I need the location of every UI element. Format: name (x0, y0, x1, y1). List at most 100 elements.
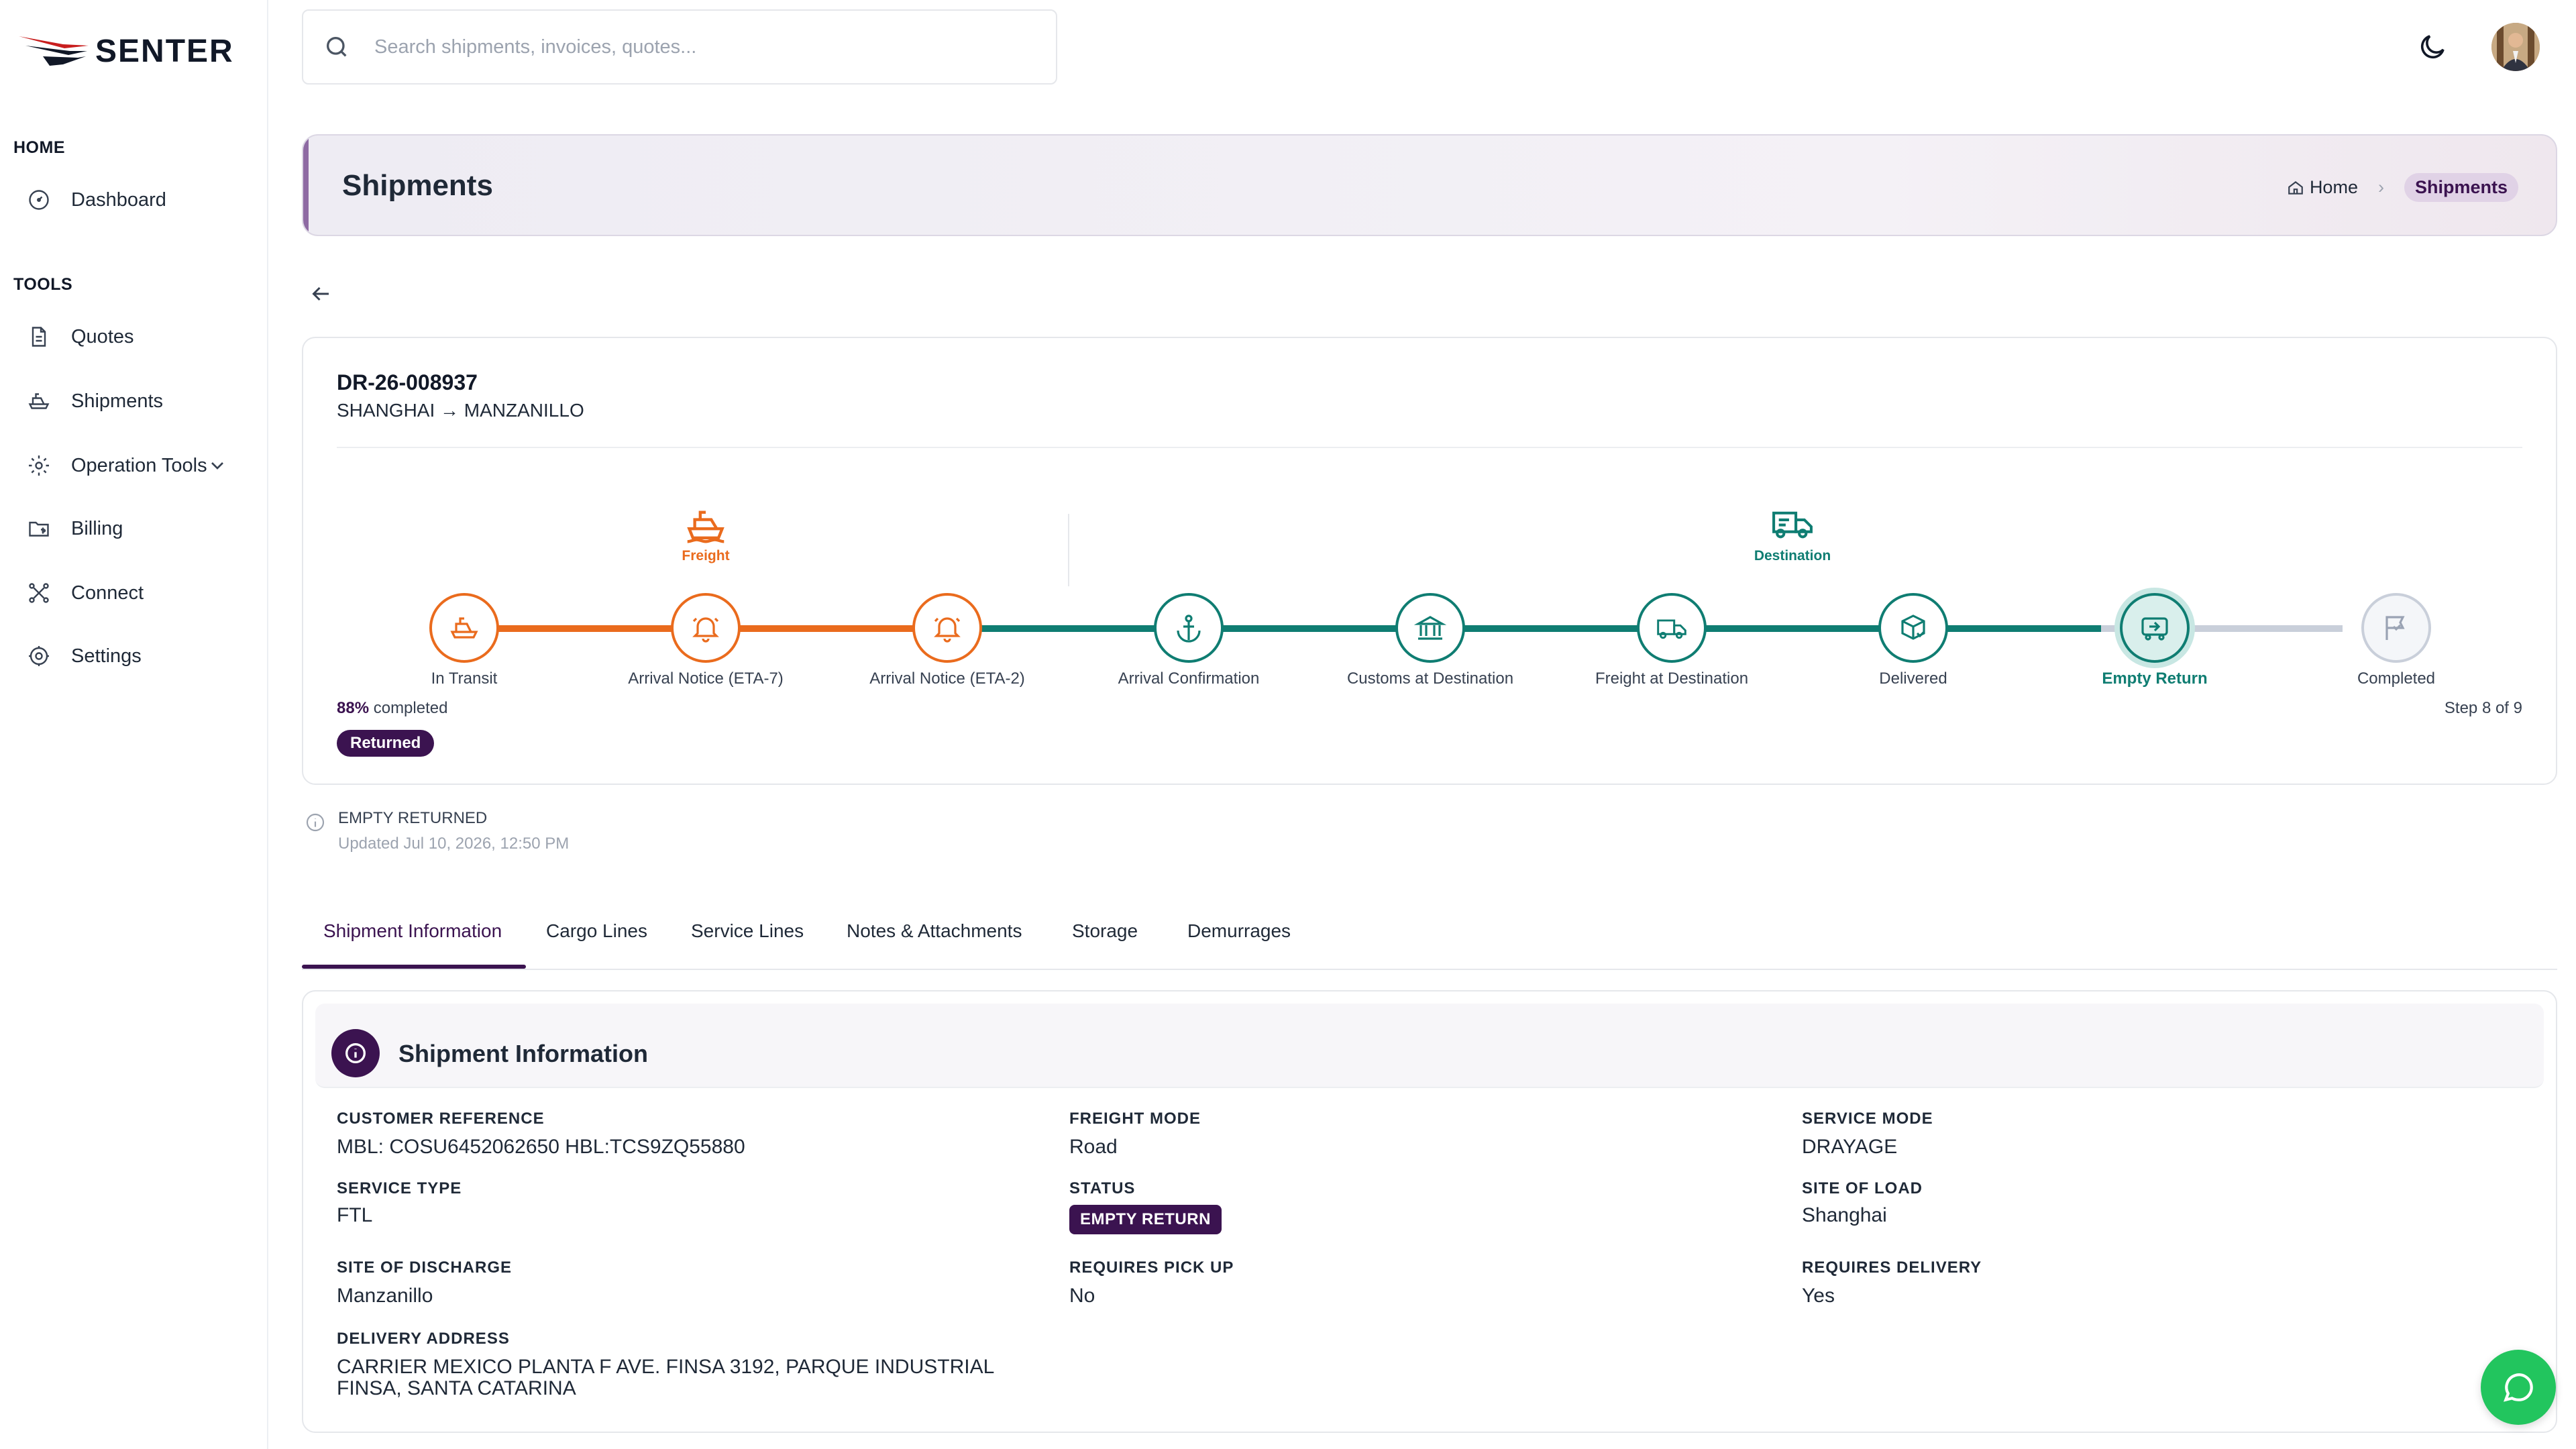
tab-cargo-lines[interactable]: Cargo Lines (546, 920, 647, 941)
tab-shipment-information[interactable]: Shipment Information (323, 920, 502, 941)
breadcrumb-home[interactable]: Home (2287, 177, 2358, 198)
info-card-title: Shipment Information (398, 1040, 648, 1067)
field-value-requires-delivery: Yes (1802, 1285, 1835, 1307)
tab-notes-attachments[interactable]: Notes & Attachments (847, 920, 1022, 941)
field-value-delivery-address: CARRIER MEXICO PLANTA F AVE. FINSA 3192,… (337, 1356, 994, 1399)
divider (337, 447, 2522, 448)
sidebar-item-dashboard[interactable]: Dashboard (13, 173, 255, 227)
tab-service-lines[interactable]: Service Lines (691, 920, 804, 941)
phase-freight: Freight (639, 503, 773, 564)
step-empty-return[interactable] (2120, 593, 2190, 663)
sidebar-item-label: Connect (71, 582, 144, 604)
tab-demurrages[interactable]: Demurrages (1187, 920, 1291, 941)
sidebar-item-billing[interactable]: Billing (13, 502, 255, 555)
field-label-site-of-discharge: SITE OF DISCHARGE (337, 1258, 513, 1277)
field-value-service-mode: DRAYAGE (1802, 1136, 1898, 1158)
return-truck-icon (2141, 617, 2168, 641)
breadcrumb: Home › Shipments (2287, 173, 2518, 202)
field-value-freight-mode: Road (1069, 1136, 1118, 1158)
chat-bubble-icon (2503, 1373, 2533, 1402)
sidebar-item-operation-tools[interactable]: Operation Tools (13, 439, 255, 492)
phase-destination: Destination (1725, 503, 1860, 564)
nav-section-tools: TOOLS (13, 275, 73, 294)
field-label-site-of-load: SITE OF LOAD (1802, 1179, 1923, 1197)
step-arrival-notice-eta2[interactable] (912, 593, 982, 663)
step-label: Arrival Confirmation (1118, 669, 1260, 688)
step-completed[interactable] (2361, 593, 2431, 663)
progress-percent-value: 88% (337, 699, 370, 717)
status-badge: Returned (337, 730, 435, 757)
sidebar-item-label: Operation Tools (71, 454, 207, 476)
avatar-image (2491, 23, 2540, 71)
sidebar-item-label: Shipments (71, 390, 164, 412)
step-arrival-confirmation[interactable] (1154, 593, 1224, 663)
step-delivered[interactable] (1878, 593, 1948, 663)
chat-button[interactable] (2481, 1350, 2556, 1425)
sidebar: SENTER HOME Dashboard TOOLS Quotes Shipm… (0, 0, 268, 1449)
field-label-freight-mode: FREIGHT MODE (1069, 1110, 1201, 1128)
field-label-customer-reference: CUSTOMER REFERENCE (337, 1110, 545, 1128)
ship-icon (450, 617, 478, 639)
truck-icon (1657, 619, 1686, 639)
step-label: Customs at Destination (1346, 669, 1514, 688)
bell-icon (692, 617, 719, 643)
flag-icon (2385, 616, 2405, 640)
page-header: Shipments Home › Shipments (302, 134, 2557, 236)
settings-icon (25, 643, 52, 669)
field-label-service-type: SERVICE TYPE (337, 1179, 462, 1197)
phase-destination-label: Destination (1754, 548, 1831, 564)
sidebar-item-settings[interactable]: Settings (13, 629, 255, 683)
page-header-accent (303, 136, 309, 235)
step-label: Arrival Notice (ETA-2) (869, 669, 1025, 688)
search-icon (327, 37, 347, 57)
step-in-transit[interactable] (429, 593, 499, 663)
step-customs-at-destination[interactable] (1395, 593, 1465, 663)
detail-tabs: Shipment Information Cargo Lines Service… (302, 906, 2557, 970)
chevron-down-icon[interactable] (207, 455, 228, 476)
shipment-progress-card: DR-26-008937 SHANGHAI → MANZANILLO Freig… (302, 337, 2557, 785)
sidebar-item-label: Dashboard (71, 189, 166, 211)
shipment-route: SHANGHAI → MANZANILLO (337, 400, 584, 421)
gear-cog-icon (25, 452, 52, 479)
sidebar-item-connect[interactable]: Connect (13, 566, 255, 620)
dark-mode-toggle-icon[interactable] (2416, 31, 2449, 63)
status-note-updated: Updated Jul 10, 2026, 12:50 PM (338, 835, 570, 853)
field-value-site-of-load: Shanghai (1802, 1204, 1887, 1226)
step-label: Completed (2357, 669, 2436, 688)
ship-icon (25, 388, 52, 415)
step-freight-at-destination[interactable] (1637, 593, 1707, 663)
user-avatar[interactable] (2491, 23, 2540, 71)
home-icon (2288, 180, 2303, 195)
field-label-delivery-address: DELIVERY ADDRESS (337, 1330, 510, 1348)
search-input[interactable] (374, 36, 978, 58)
breadcrumb-home-label: Home (2309, 177, 2358, 197)
brand-name: SENTER (95, 33, 234, 69)
sidebar-item-quotes[interactable]: Quotes (13, 310, 255, 364)
package-check-icon (1901, 614, 1925, 640)
shipment-reference: DR-26-008937 (337, 370, 478, 394)
active-tab-indicator (302, 965, 526, 969)
tab-storage[interactable]: Storage (1072, 920, 1138, 941)
sidebar-item-shipments[interactable]: Shipments (13, 374, 255, 428)
status-note-title: EMPTY RETURNED (338, 809, 488, 827)
step-label: Freight at Destination (1595, 669, 1749, 688)
field-label-requires-pick-up: REQUIRES PICK UP (1069, 1258, 1234, 1277)
phase-divider (1068, 514, 1069, 586)
brand-logo[interactable]: SENTER (16, 24, 234, 78)
field-value-customer-reference: MBL: COSU6452062650 HBL:TCS9ZQ55880 (337, 1136, 745, 1158)
brand-mark-icon (19, 36, 89, 66)
step-counter: Step 8 of 9 (2444, 699, 2522, 717)
progress-track-destination (947, 625, 2101, 632)
field-label-status: STATUS (1069, 1179, 1136, 1197)
step-label: Arrival Notice (ETA-7) (628, 669, 784, 688)
back-arrow-icon[interactable] (309, 282, 333, 306)
info-icon (306, 813, 325, 832)
step-label: In Transit (431, 669, 498, 688)
sidebar-item-label: Settings (71, 645, 142, 667)
customs-building-icon (1414, 616, 1446, 640)
folder-dollar-icon (25, 515, 52, 542)
global-search[interactable] (302, 9, 1057, 85)
field-value-requires-pick-up: No (1069, 1285, 1095, 1307)
sidebar-item-label: Billing (71, 517, 123, 539)
step-arrival-notice-eta7[interactable] (671, 593, 741, 663)
